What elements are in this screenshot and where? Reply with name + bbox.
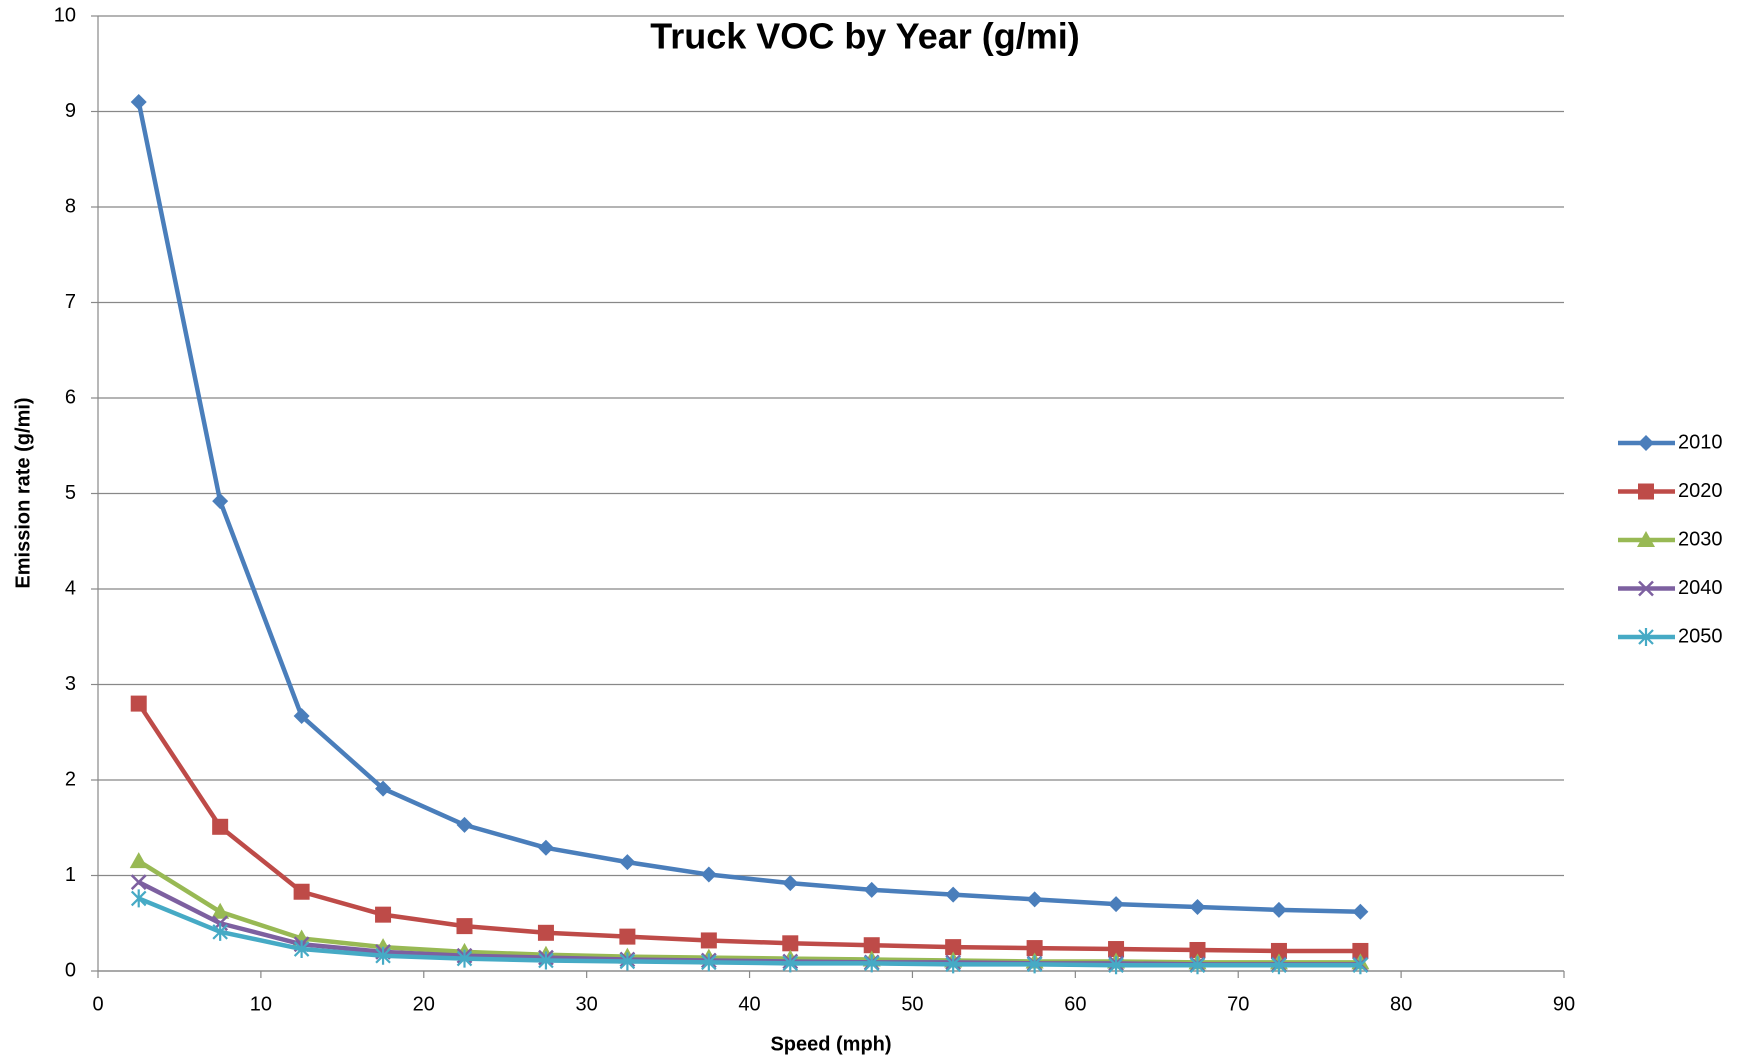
- marker: [1271, 956, 1287, 975]
- x-tick-label: 60: [1064, 993, 1086, 1015]
- marker: [1270, 901, 1287, 918]
- marker: [1026, 955, 1043, 974]
- chart-title: Truck VOC by Year (g/mi): [650, 16, 1080, 57]
- marker: [456, 949, 473, 968]
- marker: [1352, 903, 1369, 920]
- marker: [863, 937, 880, 954]
- marker: [945, 939, 962, 956]
- x-tick-label: 50: [901, 993, 923, 1015]
- marker: [619, 928, 636, 945]
- marker: [538, 951, 554, 970]
- marker: [130, 889, 147, 908]
- marker: [130, 874, 147, 891]
- marker: [537, 839, 554, 856]
- marker: [945, 955, 961, 974]
- marker: [129, 852, 148, 869]
- x-tick-label: 80: [1390, 993, 1412, 1015]
- marker: [1108, 896, 1125, 913]
- x-tick-label: 10: [250, 993, 272, 1015]
- legend-label: 2030: [1678, 528, 1723, 550]
- marker: [1638, 580, 1654, 597]
- y-tick-label: 1: [65, 864, 76, 886]
- legend-label: 2040: [1678, 577, 1723, 599]
- marker: [1270, 942, 1287, 959]
- marker: [700, 932, 717, 949]
- y-tick-label: 7: [65, 291, 76, 313]
- y-tick-label: 4: [65, 577, 76, 599]
- marker: [863, 954, 880, 973]
- marker: [619, 854, 636, 871]
- x-tick-label: 30: [576, 993, 598, 1015]
- marker: [782, 935, 799, 952]
- x-tick-label: 20: [413, 993, 435, 1015]
- marker: [130, 695, 147, 712]
- y-tick-label: 5: [65, 482, 76, 504]
- marker: [1638, 435, 1654, 451]
- marker: [1189, 956, 1206, 975]
- y-tick-label: 2: [65, 768, 76, 790]
- marker: [130, 93, 147, 110]
- marker: [619, 952, 636, 971]
- x-tick-label: 40: [738, 993, 760, 1015]
- series-line: [137, 896, 1361, 968]
- y-tick-label: 3: [65, 673, 76, 695]
- x-tick-label: 70: [1227, 993, 1249, 1015]
- marker: [212, 818, 229, 835]
- marker: [293, 708, 310, 725]
- marker: [1108, 956, 1124, 975]
- marker: [1108, 941, 1125, 958]
- marker: [1352, 942, 1369, 959]
- marker: [375, 906, 392, 923]
- y-tick-label: 9: [65, 100, 76, 122]
- marker: [782, 954, 799, 973]
- marker: [863, 881, 880, 898]
- marker: [211, 902, 230, 919]
- marker: [701, 953, 717, 972]
- marker: [700, 866, 717, 883]
- marker: [1026, 940, 1043, 957]
- marker: [375, 780, 392, 797]
- y-axis-label: Emission rate (g/mi): [12, 397, 34, 588]
- series-line: [136, 101, 1361, 915]
- x-tick-label: 0: [92, 993, 103, 1015]
- marker: [1189, 941, 1206, 958]
- marker: [1189, 899, 1206, 916]
- marker: [212, 922, 228, 941]
- marker: [293, 940, 310, 959]
- marker: [456, 918, 473, 935]
- marker: [1352, 956, 1369, 975]
- marker: [212, 493, 229, 510]
- marker: [375, 946, 391, 965]
- y-tick-label: 8: [65, 195, 76, 217]
- legend-label: 2010: [1678, 431, 1723, 453]
- marker: [782, 875, 799, 892]
- legend-label: 2050: [1678, 625, 1723, 647]
- legend-label: 2020: [1678, 480, 1723, 502]
- y-tick-label: 10: [54, 4, 76, 26]
- series-line: [136, 702, 1361, 954]
- marker: [1638, 483, 1654, 500]
- marker: [945, 886, 962, 903]
- y-tick-label: 0: [65, 959, 76, 981]
- marker: [537, 924, 554, 941]
- marker: [1638, 628, 1654, 646]
- x-tick-label: 90: [1553, 993, 1575, 1015]
- marker: [293, 883, 310, 900]
- x-axis-label: Speed (mph): [770, 1033, 891, 1055]
- marker: [1637, 531, 1655, 547]
- marker: [1026, 891, 1043, 908]
- marker: [456, 816, 473, 833]
- y-tick-label: 6: [65, 386, 76, 408]
